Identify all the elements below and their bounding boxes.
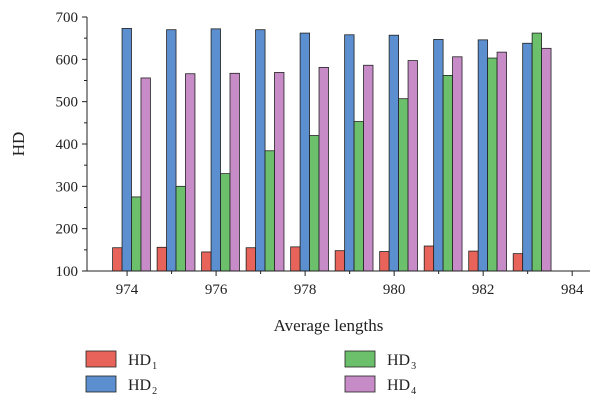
x-axis-title: Average lengths	[274, 316, 384, 335]
legend-item-hd2: HD2	[85, 375, 157, 397]
bar-hd3-group-2	[175, 185, 186, 272]
bar-hd3-group-9	[487, 57, 498, 272]
bar-hd2-group-1	[121, 28, 132, 272]
bar-hd4-group-5	[318, 66, 329, 272]
bar-hd1-group-4	[245, 247, 256, 272]
x-tick-label: 984	[561, 282, 584, 298]
bar-hd2-group-9	[477, 39, 489, 272]
bar-hd2-group-6	[344, 34, 355, 272]
bar-hd4-group-7	[407, 60, 418, 272]
bar-hd2-group-7	[388, 34, 399, 272]
y-tick-label: 300	[56, 179, 79, 195]
legend-item-hd3: HD3	[344, 350, 416, 372]
legend-subscript: 2	[152, 386, 157, 397]
bar-hd1-group-3	[201, 251, 212, 272]
bar-hd2-group-4	[255, 29, 266, 272]
bar-hd1-group-2	[156, 246, 167, 272]
bar-hd3-group-5	[309, 135, 320, 272]
legend-swatch-hd1	[85, 350, 117, 368]
legend-item-hd4: HD4	[344, 375, 416, 397]
bar-hd1-group-9	[468, 250, 479, 272]
legend-label-hd2: HD2	[128, 377, 157, 397]
legend-label-hd4: HD4	[387, 377, 416, 397]
bar-hd3-group-10	[531, 32, 542, 272]
bar-hd2-group-8	[433, 39, 444, 272]
bar-hd4-group-8	[452, 56, 463, 272]
bar-hd1-group-10	[512, 253, 524, 272]
bar-hd1-group-1	[112, 247, 123, 272]
x-tick-label: 974	[116, 282, 139, 298]
x-tick-label: 976	[205, 282, 228, 298]
plot-area	[112, 28, 552, 272]
bar-hd1-group-6	[334, 250, 346, 272]
bar-hd3-group-6	[353, 121, 364, 272]
bar-hd2-group-3	[210, 28, 221, 272]
x-tick-label: 980	[383, 282, 406, 298]
bar-hd2-group-10	[522, 42, 533, 272]
y-tick-label: 700	[56, 10, 79, 26]
bar-hd4-group-4	[274, 72, 285, 272]
bar-hd2-group-5	[299, 32, 310, 272]
bar-hd1-group-7	[379, 251, 390, 272]
bar-hd4-group-9	[496, 51, 507, 272]
legend-swatch-hd2	[85, 375, 117, 393]
y-tick-label: 400	[56, 137, 79, 153]
bar-hd4-group-6	[363, 64, 374, 272]
bar-hd3-group-8	[442, 75, 453, 272]
legend-subscript: 1	[152, 361, 157, 372]
bar-hd3-group-4	[264, 150, 275, 272]
legend-label-hd1: HD1	[128, 352, 157, 372]
bar-hd1-group-8	[423, 245, 435, 272]
y-tick-label: 600	[56, 52, 79, 68]
legend-label-hd3: HD3	[387, 352, 416, 372]
legend-subscript: 4	[411, 386, 416, 397]
bar-hd4-group-10	[541, 47, 552, 272]
bar-hd4-group-2	[185, 73, 196, 272]
bar-hd3-group-1	[131, 196, 142, 272]
y-tick-label: 500	[56, 95, 79, 111]
legend: HD1 HD2 HD3 HD4	[85, 350, 416, 397]
legend-subscript: 3	[411, 361, 416, 372]
y-axis-title: HD	[9, 132, 28, 157]
y-tick-label: 100	[56, 264, 79, 280]
legend-item-hd1: HD1	[85, 350, 157, 372]
bar-hd1-group-5	[290, 246, 301, 272]
axes: 100 200 300 400 500 600 700 974 976 978 980 982 984 A…	[9, 10, 590, 335]
x-tick-label: 978	[294, 282, 317, 298]
y-tick-label: 200	[56, 222, 79, 238]
bar-hd3-group-7	[398, 98, 409, 272]
bar-hd4-group-3	[229, 72, 240, 272]
x-tick-label: 982	[472, 282, 495, 298]
bar-hd3-group-3	[220, 173, 231, 272]
bar-hd4-group-1	[140, 77, 151, 272]
legend-swatch-hd3	[344, 350, 376, 368]
bar-hd2-group-2	[166, 29, 177, 272]
legend-swatch-hd4	[344, 375, 376, 393]
